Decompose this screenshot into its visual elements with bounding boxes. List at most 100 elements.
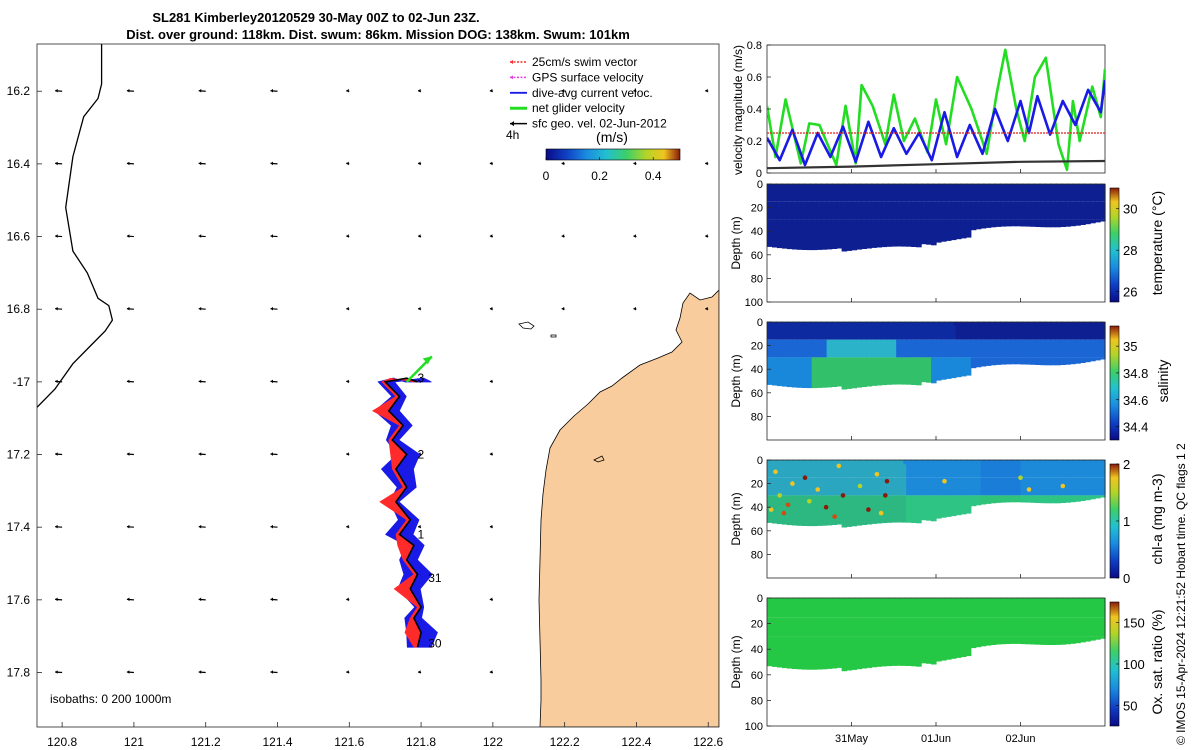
- section-cell: [821, 598, 828, 618]
- section-cell: [806, 219, 813, 251]
- section-surface-sample: [807, 459, 813, 465]
- section-cell: [811, 598, 818, 618]
- section-cell: [851, 184, 858, 202]
- section-cell: [980, 460, 987, 478]
- section-cell: [1020, 477, 1027, 496]
- chla-sample: [785, 502, 791, 508]
- section-surface-sample: [768, 459, 774, 465]
- section-cell: [1035, 617, 1041, 637]
- section-cell: [891, 339, 897, 358]
- section-cell: [821, 322, 828, 340]
- sfc-arrow-head: [346, 234, 349, 238]
- section-cell: [1010, 477, 1017, 496]
- time-x-ticks: 31May 01Jun 02Jun: [835, 733, 1036, 745]
- map-y-tick-label: 16.4: [7, 157, 31, 171]
- section-cell: [1070, 339, 1076, 358]
- sfc-arrow-head: [55, 88, 58, 93]
- section-cell: [1025, 357, 1032, 365]
- section-cell: [1085, 201, 1091, 220]
- section-cell: [990, 636, 997, 645]
- section-cell: [876, 598, 882, 618]
- section-cell: [831, 184, 838, 202]
- section-cell: [916, 201, 922, 220]
- section-cell: [1030, 495, 1036, 503]
- section-cell: [931, 636, 937, 665]
- section-cell: [1005, 460, 1012, 478]
- sfc-arrow-head: [126, 452, 130, 456]
- section-cell: [950, 184, 957, 202]
- chla-sample: [883, 493, 888, 498]
- section-cell: [841, 636, 848, 672]
- section-cell: [955, 322, 962, 340]
- section-cell: [871, 339, 877, 358]
- section-cell: [960, 636, 967, 657]
- section-y-tick-label: 40: [751, 226, 763, 238]
- legend-swatch-head: [510, 75, 513, 80]
- section-cell: [1025, 219, 1032, 227]
- sfc-arrow-head: [489, 524, 493, 529]
- section-cell: [931, 219, 937, 246]
- section-cell: [856, 460, 863, 478]
- section-cell: [1010, 201, 1017, 220]
- section-surface-sample: [1093, 597, 1099, 603]
- section-cell: [851, 460, 858, 478]
- section-cell: [1025, 201, 1032, 220]
- sfc-arrow-head: [198, 452, 202, 456]
- section-cell: [1070, 460, 1076, 478]
- section-surface-sample: [1054, 459, 1059, 465]
- section-cell: [936, 339, 942, 358]
- section-surface-sample: [936, 459, 942, 465]
- section-cell: [876, 219, 882, 248]
- section-surface-sample: [925, 321, 931, 327]
- section-cell: [1055, 184, 1061, 202]
- section-cell: [1005, 495, 1012, 503]
- velocity-y-tick-label: 0.2: [747, 136, 762, 148]
- section-cell: [851, 322, 858, 340]
- section-cell: [826, 495, 833, 526]
- section-cell: [1090, 636, 1096, 641]
- section-surface-sample: [1037, 597, 1043, 603]
- sfc-arrow-head: [270, 452, 273, 456]
- section-surface-sample: [903, 459, 908, 465]
- section-cell: [767, 201, 773, 220]
- section-cell: [1025, 598, 1032, 618]
- section-surface-sample: [1082, 459, 1087, 465]
- section-surface-sample: [841, 321, 847, 327]
- colorbar-tick-label: 35: [1123, 339, 1137, 354]
- section-cell: [960, 477, 967, 496]
- section-cell: [906, 219, 912, 247]
- section-cell: [856, 598, 863, 618]
- section-cell: [941, 495, 947, 518]
- section-cell: [1020, 598, 1027, 618]
- section-cell: [1015, 339, 1022, 358]
- section-cell: [861, 357, 867, 387]
- section-cell: [941, 219, 947, 242]
- section-surface-sample: [942, 321, 947, 327]
- section-surface-sample: [813, 597, 819, 603]
- section-cell: [1010, 636, 1017, 644]
- section-cell: [980, 617, 987, 637]
- section-cell: [1050, 201, 1056, 220]
- section-cell: [772, 477, 778, 496]
- section-cell: [980, 598, 987, 618]
- section-cell: [846, 322, 853, 340]
- section-surface-sample: [981, 597, 987, 603]
- section-surface-sample: [886, 459, 891, 465]
- section-cell: [871, 477, 877, 496]
- section-cell: [1080, 357, 1086, 363]
- section-cell: [866, 357, 872, 387]
- section-cell: [916, 357, 922, 386]
- section-cell: [896, 636, 902, 666]
- section-cell: [1010, 495, 1017, 503]
- day-label: 30: [428, 636, 442, 650]
- map-y-ticks: 16.2 16.4 16.6 16.8 -17 17.2 17.4 17.6 17.8: [7, 84, 42, 680]
- section-surface-sample: [1026, 459, 1031, 465]
- section-cell: [945, 617, 952, 637]
- section-cell: [851, 219, 858, 251]
- section-cell: [772, 184, 778, 202]
- section-cell: [970, 617, 977, 637]
- section-y-tick-label: 80: [751, 695, 763, 707]
- section-cell: [990, 357, 997, 366]
- section-cell: [1025, 460, 1032, 478]
- section-cell: [931, 184, 937, 202]
